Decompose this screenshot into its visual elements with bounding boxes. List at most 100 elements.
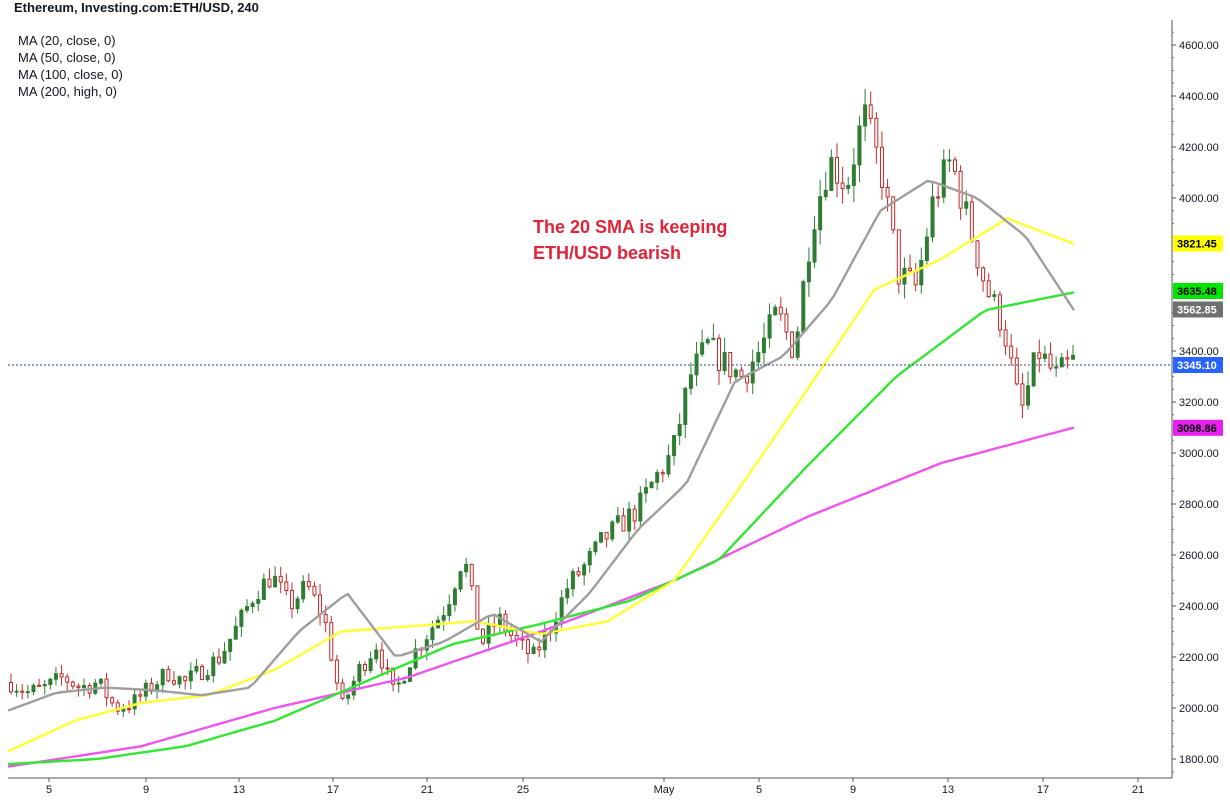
candle-body [346,694,351,699]
x-tick-label: 9 [850,784,856,796]
candle [879,131,884,200]
candle-body [576,571,581,576]
candle [306,573,311,591]
candle-body [1065,357,1070,360]
candle [767,303,772,348]
candle-body [194,665,199,672]
candle [986,273,991,299]
candle-body [773,306,778,316]
candle-body [767,314,772,339]
candle-body [407,667,412,682]
candle [924,228,929,265]
candle-body [256,599,261,604]
candle [447,594,452,622]
candle-body [969,201,974,242]
candle [604,532,609,548]
candle [868,91,873,124]
candle [997,291,1002,338]
candle-body [621,515,626,532]
candle-body [717,337,721,372]
candle [132,688,137,715]
candle [1054,356,1059,377]
x-tick-label: 5 [46,784,52,796]
candle-body [486,624,491,644]
x-tick-label: 21 [1132,784,1144,796]
candle [1037,339,1042,373]
candle-body [874,117,879,148]
candle-body [958,170,963,209]
candle [31,683,36,696]
x-tick-label: 13 [942,784,954,796]
candle [615,507,620,525]
y-tick-label: 2000.00 [1179,703,1219,715]
candle-body [1003,329,1008,347]
candle-body [992,294,997,297]
candle-body [53,673,58,680]
price-tag-label: 3345.10 [1177,360,1217,372]
candle-body [930,196,935,238]
price-tag-label: 3635.48 [1177,286,1217,298]
legend-item: MA (200, high, 0) [18,84,117,99]
candle [857,116,862,182]
candle-body [649,481,654,489]
candle [874,112,879,164]
candle [795,326,800,361]
candle-body [31,684,36,693]
candle [655,469,660,491]
candle-body [840,182,845,189]
x-tick-label: 9 [143,784,149,796]
candle-body [1014,357,1019,385]
candle-body [812,229,817,263]
candle-body [267,578,272,588]
candle-body [391,667,396,685]
candle-body [593,541,598,553]
y-tick-label: 2600.00 [1179,550,1219,562]
candle-body [879,146,884,188]
candle-body [643,487,648,494]
y-tick-label: 4200.00 [1179,142,1219,154]
candle-body [245,606,249,611]
candle [913,262,918,292]
candle [65,673,70,691]
candle [312,581,317,598]
price-tag-bg [1173,235,1223,252]
candle-body [829,157,834,191]
candle-body [565,588,570,599]
price-tag-bg [1173,419,1223,436]
candle-body [997,294,1002,331]
candle-body [795,331,800,358]
candle [728,352,733,384]
candle [756,341,761,369]
candle [9,673,13,695]
candle [784,307,789,340]
candle [700,329,705,358]
candle [801,279,806,333]
candle [688,362,693,395]
candle-body [261,578,266,601]
candle [329,616,334,662]
candle-body [975,240,980,269]
candle [829,149,834,192]
y-tick-label: 2800.00 [1179,499,1219,511]
candle-body [604,532,609,540]
candle-body [160,669,165,686]
candle [919,247,924,294]
candle-body [42,684,47,687]
y-tick-label: 1800.00 [1179,754,1219,766]
candle-body [9,682,13,693]
candle-body [70,681,75,687]
candle [1003,320,1008,356]
candle-body [65,676,70,683]
x-tick-label: May [654,784,675,796]
candle [239,608,244,637]
candle [177,675,182,689]
candle-body [188,670,193,682]
candle [160,668,165,693]
candle-body [705,339,710,344]
ma200-line [7,426,1075,768]
candle [464,557,469,578]
candle-body [110,697,115,704]
price-tag-bg [1173,356,1223,373]
candle-body [200,665,205,680]
